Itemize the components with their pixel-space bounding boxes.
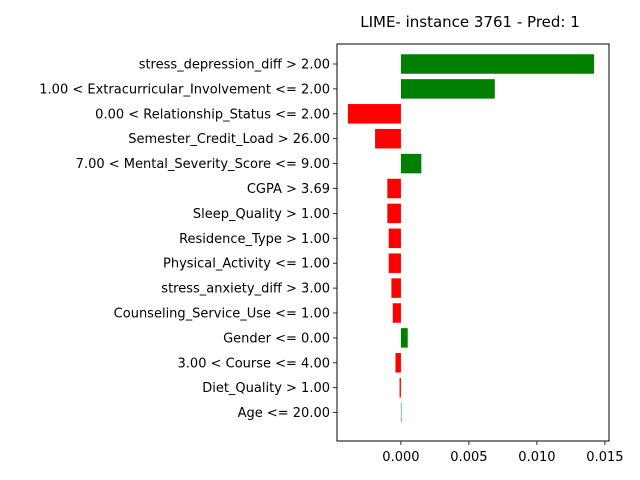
bar-10 — [392, 303, 401, 323]
x-tick-label: 0.000 — [382, 450, 419, 465]
y-tick-label: Diet_Quality > 1.00 — [202, 381, 330, 396]
bar-3 — [375, 128, 401, 149]
x-ticks: 0.000 0.005 0.010 0.015 — [382, 441, 624, 465]
y-tick-labels: stress_depression_diff > 2.00 1.00 < Extr… — [39, 58, 337, 421]
x-tick-label: 0.010 — [518, 450, 555, 465]
bar-12 — [395, 353, 401, 373]
y-tick-label: Residence_Type > 1.00 — [179, 232, 330, 247]
y-tick-label: 3.00 < Course <= 4.00 — [178, 356, 330, 371]
x-tick-label: 0.015 — [586, 450, 623, 465]
y-tick-label: Age <= 20.00 — [238, 406, 330, 421]
y-tick-label: 7.00 < Mental_Severity_Score <= 9.00 — [76, 157, 330, 172]
y-tick-label: stress_anxiety_diff > 3.00 — [161, 282, 330, 297]
y-tick-label: Counseling_Service_Use <= 1.00 — [114, 307, 330, 322]
bar-13 — [399, 377, 401, 398]
y-tick-label: stress_depression_diff > 2.00 — [139, 58, 330, 73]
bar-6 — [387, 203, 401, 224]
bar-5 — [387, 178, 401, 199]
bar-0 — [400, 54, 595, 74]
x-tick-label: 0.005 — [450, 450, 487, 465]
y-tick-label: Sleep_Quality > 1.00 — [193, 207, 330, 222]
y-tick-label: 1.00 < Extracurricular_Involvement <= 2.… — [39, 82, 330, 97]
bar-9 — [391, 278, 401, 298]
bar-11 — [400, 328, 408, 348]
y-tick-label: Semester_Credit_Load > 26.00 — [128, 132, 330, 147]
bar-14 — [400, 402, 402, 423]
plot-frame — [336, 43, 610, 442]
y-tick-label: Gender <= 0.00 — [223, 331, 330, 346]
y-tick-label: Physical_Activity <= 1.00 — [163, 257, 330, 272]
bar-2 — [347, 104, 401, 124]
bar-1 — [400, 79, 495, 99]
bars-group — [347, 54, 595, 423]
chart-title: LIME- instance 3761 - Pred: 1 — [360, 13, 580, 31]
bar-4 — [400, 153, 422, 174]
bar-7 — [388, 228, 401, 249]
y-tick-label: 0.00 < Relationship_Status <= 2.00 — [95, 107, 330, 122]
bar-8 — [388, 253, 401, 273]
y-tick-label: CGPA > 3.69 — [247, 182, 330, 197]
